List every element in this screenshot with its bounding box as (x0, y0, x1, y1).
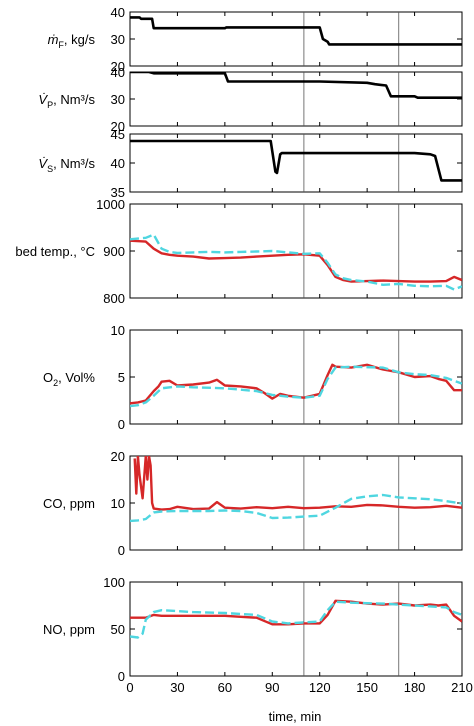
series-line-input (130, 139, 462, 182)
y-axis-label: ṁF, kg/s (48, 32, 96, 50)
x-tick-label: 120 (309, 680, 331, 695)
y-tick-label: 30 (111, 32, 125, 47)
y-tick-label: 800 (103, 291, 125, 306)
series-line-model (130, 493, 462, 523)
x-tick-label: 60 (218, 680, 232, 695)
panel-frame (129, 455, 463, 551)
y-tick-label: 35 (111, 185, 125, 200)
y-tick-label: 100 (103, 575, 125, 590)
panel-2: 20 30 40 V̇P, Nm³/s (38, 65, 463, 134)
panel-frame (129, 133, 463, 193)
y-axis-label-subscript: F (58, 40, 64, 50)
y-axis-label-symbol: O (43, 370, 53, 385)
y-axis-label: CO, ppm (43, 496, 95, 511)
y-axis-label: V̇S, Nm³/s (38, 156, 95, 174)
series-line-input (130, 16, 462, 46)
panel-4: 800 900 1000 bed temp., °C (15, 197, 463, 306)
panel-frame (129, 581, 463, 677)
panel-7: 0 50 100 NO, ppm (43, 575, 463, 684)
y-axis-label-subscript: P (47, 100, 53, 110)
y-axis-label-unit: , kg/s (64, 32, 96, 47)
y-axis-label: V̇P, Nm³/s (38, 92, 95, 110)
x-tick-label: 150 (356, 680, 378, 695)
series-line-measured (133, 456, 462, 511)
y-axis-label: NO, ppm (43, 622, 95, 637)
y-axis-label: bed temp., °C (15, 244, 95, 259)
y-axis-label-symbol: V̇ (38, 92, 48, 107)
panel-frame (129, 11, 463, 67)
panel-frame (129, 203, 463, 299)
y-tick-label: 900 (103, 244, 125, 259)
y-tick-label: 10 (111, 496, 125, 511)
y-axis-label-unit: , Nm³/s (53, 156, 95, 171)
y-tick-label: 0 (118, 543, 125, 558)
x-tick-label: 180 (404, 680, 426, 695)
y-tick-label: 20 (111, 59, 125, 74)
series-line-model (130, 233, 462, 291)
y-axis-label-subscript: 2 (53, 378, 58, 388)
series-line-measured (130, 239, 462, 283)
y-axis-label: O2, Vol% (43, 370, 95, 388)
x-tick-label: 90 (265, 680, 279, 695)
y-tick-label: 10 (111, 323, 125, 338)
y-tick-label: 0 (118, 669, 125, 684)
series-line-input (130, 72, 462, 99)
y-tick-label: 5 (118, 370, 125, 385)
series-line-model (130, 365, 462, 408)
x-tick-label: 30 (170, 680, 184, 695)
panel-3: 35 40 45 V̇S, Nm³/s (38, 127, 463, 200)
y-tick-label: 50 (111, 622, 125, 637)
y-tick-label: 40 (111, 156, 125, 171)
panel-1: 20 30 40 ṁF, kg/s (48, 5, 463, 74)
y-axis-label-symbol: ṁ (48, 32, 59, 47)
y-axis-label-unit: , Nm³/s (53, 92, 95, 107)
y-tick-label: 20 (111, 119, 125, 134)
series-line-measured (130, 599, 462, 626)
x-axis: 0 30 60 90 120 150 180 210 (126, 680, 472, 695)
series-line-measured (130, 363, 462, 405)
x-axis-label: time, min (269, 709, 322, 724)
panel-5: 0 5 10 O2, Vol% (43, 323, 463, 432)
panel-frame (129, 71, 463, 127)
y-tick-label: 40 (111, 5, 125, 20)
series-line-model (130, 600, 462, 639)
y-tick-label: 45 (111, 127, 125, 142)
panel-6: 0 10 20 CO, ppm (43, 449, 463, 558)
y-tick-label: 20 (111, 449, 125, 464)
y-axis-label-subscript: S (47, 164, 53, 174)
x-tick-label: 210 (451, 680, 473, 695)
y-tick-label: 0 (118, 417, 125, 432)
y-axis-label-unit: , Vol% (58, 370, 95, 385)
x-tick-label: 0 (126, 680, 133, 695)
y-tick-label: 30 (111, 92, 125, 107)
y-tick-label: 1000 (96, 197, 125, 212)
y-axis-label-symbol: V̇ (38, 156, 48, 171)
y-tick-label: 40 (111, 65, 125, 80)
